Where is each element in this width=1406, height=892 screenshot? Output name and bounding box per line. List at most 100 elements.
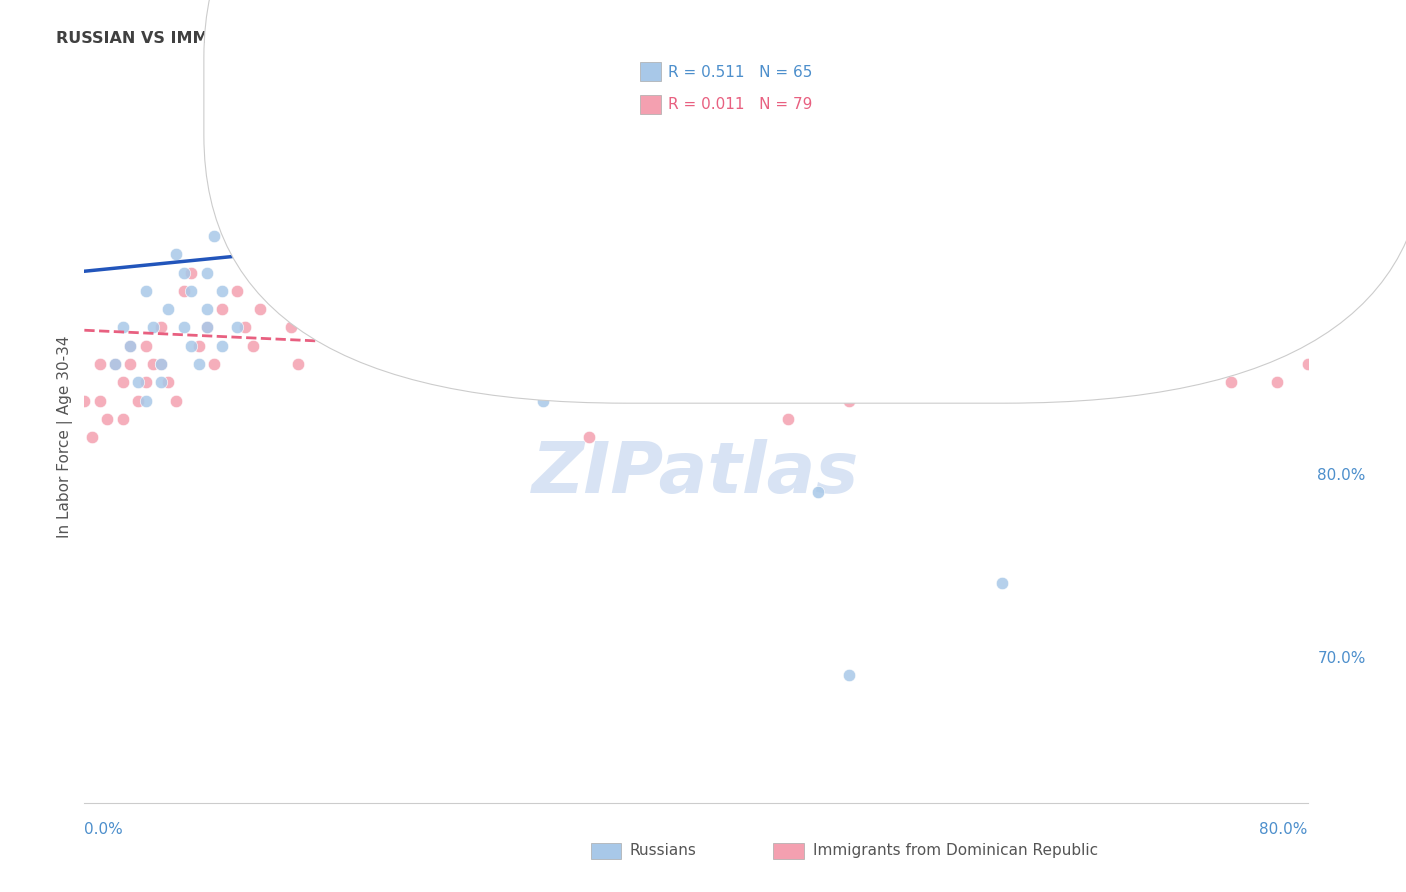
Point — [104, 357, 127, 371]
Point — [1265, 375, 1288, 389]
Point — [380, 284, 402, 298]
Text: 0.0%: 0.0% — [84, 822, 124, 837]
Point — [486, 101, 509, 115]
Point — [531, 339, 554, 353]
Y-axis label: In Labor Force | Age 30-34: In Labor Force | Age 30-34 — [58, 335, 73, 539]
Point — [364, 101, 387, 115]
Point — [135, 393, 157, 408]
Point — [157, 301, 180, 317]
Point — [1114, 357, 1136, 371]
Point — [104, 357, 127, 371]
Point — [609, 101, 631, 115]
Point — [142, 357, 165, 371]
Point — [394, 320, 416, 334]
Point — [1327, 339, 1350, 353]
Point — [127, 375, 149, 389]
Point — [776, 412, 799, 426]
Point — [188, 357, 211, 371]
Point — [471, 120, 494, 134]
Point — [471, 284, 494, 298]
Point — [838, 667, 860, 681]
Point — [242, 193, 264, 207]
Point — [776, 120, 799, 134]
Point — [440, 320, 463, 334]
Point — [111, 320, 134, 334]
Point — [226, 320, 249, 334]
Point — [747, 155, 769, 169]
Point — [1067, 339, 1090, 353]
Text: R = 0.511   N = 65: R = 0.511 N = 65 — [668, 65, 813, 79]
Point — [578, 430, 600, 444]
Text: R = 0.011   N = 79: R = 0.011 N = 79 — [668, 97, 813, 112]
Point — [716, 101, 738, 115]
Point — [287, 357, 309, 371]
Point — [157, 375, 180, 389]
Point — [249, 265, 271, 279]
Text: ZIPatlas: ZIPatlas — [533, 439, 859, 508]
Point — [295, 155, 318, 169]
Point — [838, 393, 860, 408]
Point — [165, 247, 187, 261]
Point — [685, 339, 707, 353]
Point — [135, 339, 157, 353]
Point — [264, 228, 287, 243]
Point — [173, 265, 195, 279]
Point — [180, 284, 202, 298]
Point — [233, 247, 256, 261]
Point — [218, 211, 240, 225]
Point — [869, 339, 891, 353]
Point — [195, 320, 218, 334]
Point — [318, 284, 340, 298]
Point — [233, 320, 256, 334]
Point — [1174, 339, 1197, 353]
Point — [578, 101, 600, 115]
Point — [486, 320, 509, 334]
Point — [318, 120, 340, 134]
Point — [302, 174, 325, 188]
Point — [440, 101, 463, 115]
Point — [914, 120, 936, 134]
Point — [120, 339, 142, 353]
Point — [609, 265, 631, 279]
Point — [135, 375, 157, 389]
Point — [991, 576, 1014, 591]
Point — [264, 265, 287, 279]
Point — [562, 193, 585, 207]
Point — [149, 357, 172, 371]
Point — [333, 101, 356, 115]
Point — [991, 357, 1014, 371]
Point — [127, 393, 149, 408]
Point — [531, 393, 554, 408]
Point — [929, 339, 952, 353]
Point — [120, 339, 142, 353]
Point — [287, 193, 309, 207]
Point — [638, 174, 661, 188]
Point — [271, 228, 294, 243]
Point — [1143, 320, 1166, 334]
Point — [195, 265, 218, 279]
Point — [425, 120, 447, 134]
Point — [1372, 393, 1395, 408]
Text: Russians: Russians — [630, 844, 697, 858]
Point — [149, 357, 172, 371]
Point — [188, 339, 211, 353]
Point — [562, 320, 585, 334]
Point — [96, 412, 118, 426]
Point — [409, 265, 432, 279]
Point — [195, 320, 218, 334]
Point — [425, 357, 447, 371]
Point — [180, 265, 202, 279]
Point — [226, 228, 249, 243]
Point — [654, 320, 676, 334]
Point — [73, 393, 96, 408]
Text: 80.0%: 80.0% — [1260, 822, 1308, 837]
Point — [638, 339, 661, 353]
Text: Immigrants from Dominican Republic: Immigrants from Dominican Republic — [813, 844, 1098, 858]
Point — [1067, 101, 1090, 115]
Point — [1265, 101, 1288, 115]
Point — [898, 301, 921, 317]
Point — [349, 339, 371, 353]
Point — [1143, 101, 1166, 115]
Point — [685, 155, 707, 169]
Point — [149, 375, 172, 389]
